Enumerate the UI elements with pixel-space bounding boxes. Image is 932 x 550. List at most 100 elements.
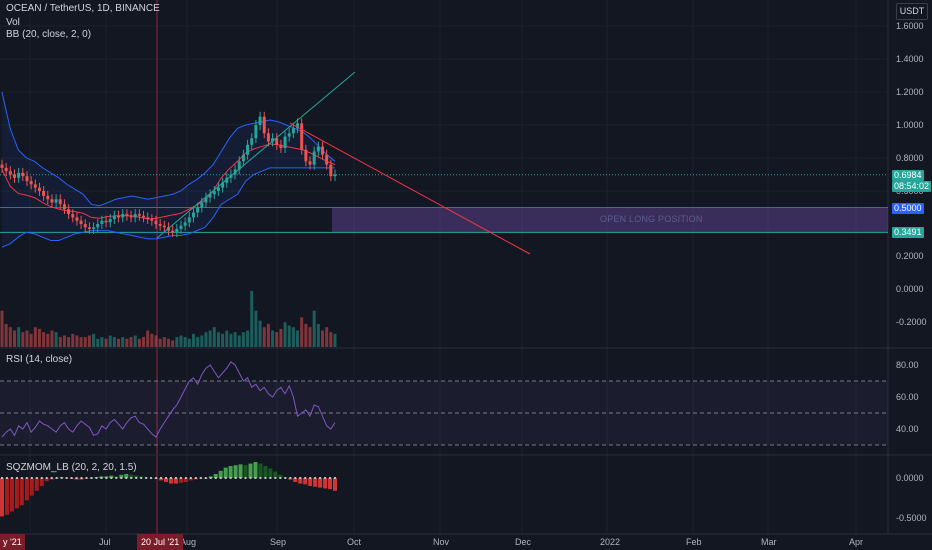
sqz-dot-16 <box>80 477 83 479</box>
sqz-dot-35 <box>174 477 177 479</box>
x-label-10: Apr <box>849 537 863 547</box>
candle-body-34 <box>142 215 146 218</box>
sqz-bar-37 <box>183 478 188 482</box>
sqz-bar-25 <box>124 474 129 478</box>
sqz-dot-37 <box>184 477 187 479</box>
sqz-bar-36 <box>178 478 183 483</box>
sqz-dot-67 <box>334 477 336 479</box>
candle-body-68 <box>283 136 287 149</box>
bb-legend[interactable]: BB (20, close, 2, 0) <box>6 29 92 40</box>
sqz-dot-30 <box>150 477 153 479</box>
volume-bar-60 <box>250 290 254 347</box>
candle-body-13 <box>54 199 58 203</box>
sqz-dot-48 <box>239 477 242 479</box>
sqz-bar-24 <box>119 474 124 478</box>
candle-body-57 <box>237 161 241 170</box>
candle-body-8 <box>33 184 37 188</box>
candle-body-64 <box>266 133 270 142</box>
volume-bar-17 <box>71 333 75 347</box>
level-tag-0500: 0.5000 <box>892 203 924 214</box>
candle-body-46 <box>191 212 195 218</box>
volume-bar-27 <box>112 337 116 347</box>
volume-bar-21 <box>87 335 91 347</box>
candle-body-50 <box>208 194 212 198</box>
sqz-dot-15 <box>75 477 78 479</box>
candle-body-30 <box>125 214 129 216</box>
candle-body-44 <box>183 222 187 226</box>
sqz-bar-27 <box>134 475 139 478</box>
sqz-dot-7 <box>35 477 38 479</box>
candle-body-4 <box>17 172 21 178</box>
sqz-dot-19 <box>95 477 98 479</box>
sqz-legend[interactable]: SQZMOM_LB (20, 2, 20, 1.5) <box>6 462 137 473</box>
volume-bar-50 <box>208 330 212 347</box>
sqz-bar-2 <box>9 478 14 512</box>
volume-bar-79 <box>329 332 333 347</box>
candle-body-22 <box>92 227 96 229</box>
volume-bar-63 <box>262 327 266 347</box>
volume-bar-72 <box>300 317 304 347</box>
sqz-dot-43 <box>214 477 217 479</box>
price-tick-4: 1.4000 <box>896 54 924 64</box>
bb-upper-line <box>1 91 336 207</box>
sqz-bar-44 <box>218 470 223 478</box>
volume-bar-55 <box>229 333 233 347</box>
candle-body-80 <box>333 174 337 177</box>
sqz-tick-0: 0.0000 <box>896 473 924 483</box>
volume-bar-24 <box>100 337 104 347</box>
volume-bar-31 <box>129 337 133 347</box>
candle-body-63 <box>262 116 266 134</box>
sqz-bar-61 <box>303 478 308 485</box>
sqz-tick-1: -0.5000 <box>896 513 927 523</box>
candle-body-54 <box>225 177 229 183</box>
volume-bar-80 <box>333 333 337 347</box>
candle-body-79 <box>329 164 333 177</box>
sqz-bar-9 <box>44 478 49 482</box>
sqz-dot-46 <box>229 477 232 479</box>
candle-body-52 <box>216 187 220 191</box>
volume-bar-62 <box>258 320 262 347</box>
sqz-bar-6 <box>29 478 34 496</box>
sqz-dot-10 <box>50 477 53 479</box>
candle-body-37 <box>154 220 158 224</box>
sqz-dot-29 <box>145 477 148 479</box>
sqz-dot-47 <box>234 477 237 479</box>
volume-bar-4 <box>17 327 21 347</box>
rsi-legend[interactable]: RSI (14, close) <box>6 354 73 365</box>
sqz-bar-56 <box>278 474 283 478</box>
trend-lines <box>156 71 531 255</box>
sqz-bar-33 <box>164 478 169 482</box>
left-date-label: y '21 <box>0 534 25 550</box>
sqz-bar-50 <box>248 463 253 478</box>
volume-bar-19 <box>79 337 83 347</box>
currency-button[interactable]: USDT <box>896 3 928 20</box>
vol-legend[interactable]: Vol <box>6 17 20 28</box>
sqz-dot-40 <box>199 477 202 479</box>
candle-body-36 <box>150 219 154 221</box>
candle-body-12 <box>50 199 54 203</box>
volume-bar-1 <box>4 323 8 347</box>
vol-tick-1: 0.0000 <box>896 284 924 294</box>
sqz-bar-8 <box>39 478 44 486</box>
candle-body-49 <box>204 197 208 203</box>
volume-bar-35 <box>146 330 150 347</box>
volume-bar-64 <box>266 323 270 347</box>
rsi-tick-1: 60.00 <box>896 392 919 402</box>
candle-body-7 <box>29 181 33 185</box>
candle-body-45 <box>187 217 191 223</box>
x-label-4: Oct <box>347 537 362 547</box>
volume-bar-69 <box>287 325 291 347</box>
x-label-5: Nov <box>433 537 450 547</box>
sqz-dot-18 <box>90 477 93 479</box>
candle-body-51 <box>212 191 216 195</box>
candle-body-67 <box>279 144 283 149</box>
candle-body-9 <box>37 187 41 191</box>
sqz-bar-54 <box>268 468 273 478</box>
candle-body-53 <box>221 182 225 188</box>
sqz-dot-25 <box>125 477 128 479</box>
vol-tick-2: -0.2000 <box>896 317 927 327</box>
volume-bar-2 <box>8 327 12 347</box>
symbol-title[interactable]: OCEAN / TetherUS, 1D, BINANCE <box>6 3 160 14</box>
candle-body-31 <box>129 215 133 218</box>
